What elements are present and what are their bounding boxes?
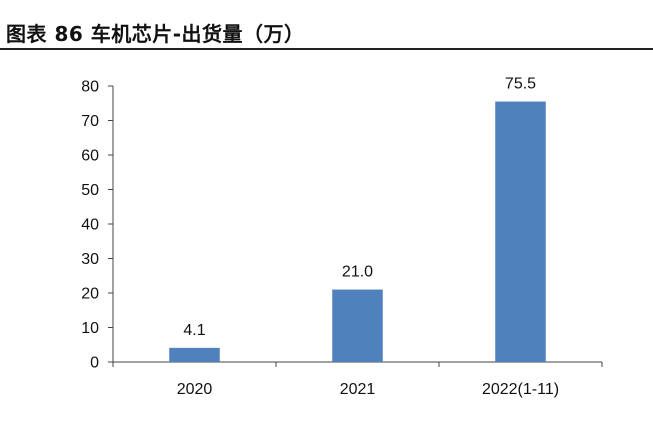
bar-2021 [332, 289, 383, 362]
data-label: 4.1 [183, 322, 205, 339]
x-axis: 2020 2021 2022(1-11) [112, 361, 603, 398]
y-tick-label: 50 [81, 182, 99, 199]
y-tick-label: 80 [81, 79, 99, 96]
x-tick-label: 2022(1-11) [482, 381, 559, 398]
x-tick-label: 2020 [177, 381, 213, 398]
y-tick-label: 40 [81, 217, 99, 234]
data-label: 75.5 [505, 76, 536, 93]
y-tick-label: 0 [90, 355, 99, 372]
y-tick-label: 30 [81, 251, 99, 268]
data-label: 21.0 [342, 264, 373, 281]
y-axis: 0 10 20 30 40 50 60 70 80 [81, 79, 114, 372]
y-tick-label: 20 [81, 286, 99, 303]
bar-2020 [169, 347, 220, 362]
y-tick-label: 70 [81, 113, 99, 130]
bars [169, 101, 546, 363]
title-underline [0, 48, 653, 50]
chart-title: 图表 86 车机芯片-出货量（万） [6, 22, 305, 46]
y-tick-label: 10 [81, 320, 99, 337]
x-tick-label: 2021 [340, 381, 376, 398]
bar-2022(1-11) [495, 101, 546, 363]
y-tick-label: 60 [81, 148, 99, 165]
data-labels: 4.1 21.0 75.5 [183, 76, 536, 339]
